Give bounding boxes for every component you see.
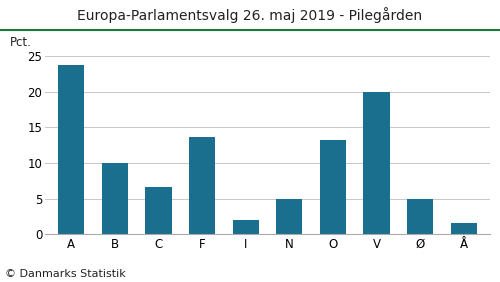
Bar [189, 137, 215, 234]
Text: Europa-Parlamentsvalg 26. maj 2019 - Pilegården: Europa-Parlamentsvalg 26. maj 2019 - Pil… [78, 7, 422, 23]
Bar [364, 92, 390, 234]
Bar [102, 163, 128, 234]
Bar [146, 187, 172, 234]
Text: Pct.: Pct. [10, 36, 32, 49]
Bar [320, 140, 346, 234]
Bar [276, 199, 302, 234]
Bar [58, 65, 84, 234]
Bar [407, 199, 434, 234]
Bar [232, 220, 259, 234]
Text: © Danmarks Statistik: © Danmarks Statistik [5, 269, 126, 279]
Bar [450, 223, 477, 234]
